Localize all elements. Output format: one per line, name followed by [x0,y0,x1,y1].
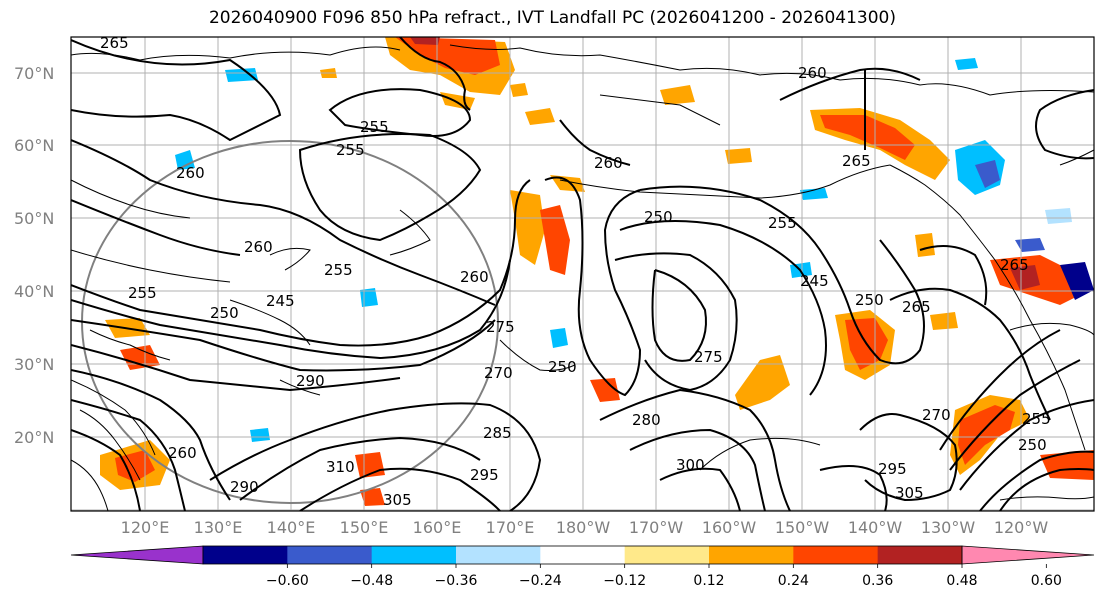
colorbar-tick-label: −0.60 [266,573,309,589]
colorbar-tick-label: 0.12 [693,573,724,589]
refractivity-contours [71,39,1094,511]
contour-label: 250 [855,291,884,309]
contour-label: 275 [694,348,723,366]
colorbar: −0.60 −0.48 −0.36 −0.24 −0.12 0.12 0.24 0.36 0.4… [70,545,1095,589]
contour-label: 310 [326,458,355,476]
colorbar-swatch [287,546,373,564]
colorbar-swatch [203,546,288,564]
contour-label: 270 [484,364,513,382]
contour-label: 250 [644,208,673,226]
lat-label: 30°N [14,355,54,374]
contour-label: 265 [842,152,871,170]
latitude-labels: 20°N 30°N 40°N 50°N 60°N 70°N [14,64,54,447]
lat-label: 40°N [14,282,54,301]
lon-label: 120°W [994,518,1049,537]
lat-label: 50°N [14,209,54,228]
colorbar-swatch [877,546,963,564]
contour-label: 255 [1022,410,1051,428]
lon-label: 150°W [775,518,830,537]
shaded-anomaly-fields [100,37,1094,506]
contour-label: 245 [800,272,829,290]
lon-label: 130°E [194,518,243,537]
colorbar-tick-label: −0.12 [603,573,646,589]
contour-label: 290 [230,478,259,496]
colorbar-extend-high [961,545,1095,565]
contour-label: 280 [632,411,661,429]
contour-label: 300 [676,456,705,474]
colorbar-frame [202,545,963,565]
map-frame [70,36,1095,512]
contour-label: 250 [210,304,239,322]
contour-label: 255 [336,141,365,159]
colorbar-swatch [456,546,541,564]
colorbar-swatch [709,546,794,564]
colorbar-tick-label: 0.24 [778,573,809,589]
contour-label: 255 [128,284,157,302]
longitude-labels: 120°E 130°E 140°E 150°E 160°E 170°E 180°… [121,518,1049,537]
contour-label: 290 [296,372,325,390]
colorbar-tick-label: −0.24 [519,573,562,589]
colorbar-tick-label: 0.48 [946,573,977,589]
contour-label: 245 [266,292,295,310]
contour-label: 305 [383,491,412,509]
contour-label: 260 [594,154,623,172]
contour-label: 285 [483,424,512,442]
contour-label: 255 [324,261,353,279]
lon-label: 160°E [413,518,462,537]
contour-label: 265 [100,34,129,52]
continent-outlines [399,37,866,166]
colorbar-tick-label: 0.60 [1031,573,1062,589]
lon-label: 150°E [340,518,389,537]
thin-contours [71,179,1094,511]
map-panel: 265 260 255 255 260 250 255 260 265 255 … [71,34,1094,511]
colorbar-swatch [793,546,879,564]
colorbar-extend-low [70,545,204,565]
lon-label: 140°E [267,518,316,537]
lon-label: 140°W [848,518,903,537]
contour-label: 260 [460,268,489,286]
contour-label: 255 [768,214,797,232]
contour-labels: 265 260 255 255 260 250 255 260 265 255 … [100,34,1051,509]
contour-label: 265 [902,298,931,316]
lon-label: 120°E [121,518,170,537]
contour-label: 260 [168,444,197,462]
lon-label: 180°W [556,518,611,537]
contour-label: 275 [486,318,515,336]
map-title: 2026040900 F096 850 hPa refract., IVT La… [208,8,896,28]
lon-label: 170°W [629,518,684,537]
lat-label: 60°N [14,136,54,155]
colorbar-swatch [624,546,710,564]
contour-label: 255 [360,118,389,136]
lat-label: 70°N [14,64,54,83]
colorbar-tick-label: −0.48 [350,573,393,589]
contour-label: 305 [895,484,924,502]
colorbar-swatch [540,546,626,564]
lat-label: 20°N [14,428,54,447]
contour-label: 265 [1000,256,1029,274]
colorbar-swatch [371,546,457,564]
contour-label: 250 [548,358,577,376]
colorbar-tick-label: −0.36 [435,573,478,589]
contour-label: 270 [922,406,951,424]
lon-label: 160°W [702,518,757,537]
contour-label: 295 [878,460,907,478]
contour-label: 250 [1018,436,1047,454]
contour-label: 260 [176,164,205,182]
contour-label: 260 [798,64,827,82]
contour-label: 295 [470,466,499,484]
contour-label: 260 [244,238,273,256]
lon-label: 170°E [486,518,535,537]
lon-label: 130°W [921,518,976,537]
colorbar-tick-label: 0.36 [862,573,893,589]
